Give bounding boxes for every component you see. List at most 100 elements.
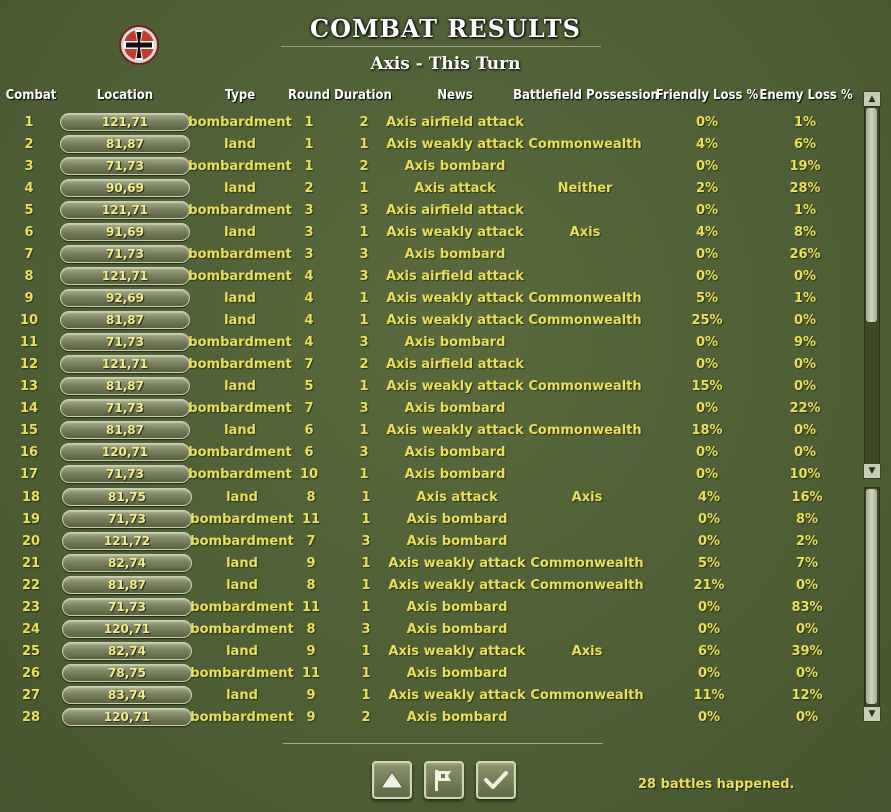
table-row[interactable]: 121,71 5 bombardment 3 3 Axis airfield attack… <box>0 200 860 222</box>
combat-type: land <box>226 490 258 505</box>
table-row[interactable]: 78,75 26 bombardment 11 1 Axis bombard 0% 0% <box>0 663 860 685</box>
combat-type: bombardment <box>188 269 292 284</box>
location-button[interactable]: 71,73 <box>60 399 190 417</box>
table-row[interactable]: 81,87 15 land 6 1 Axis weakly attack Commonwea… <box>0 420 860 442</box>
scroll-up-arrow-icon[interactable]: ▲ <box>863 91 881 107</box>
table-row[interactable]: 121,71 1 bombardment 1 2 Axis airfield attack… <box>0 112 860 134</box>
friendly-loss: 11% <box>693 688 725 703</box>
scroll-down-arrow-icon[interactable]: ▼ <box>863 463 881 479</box>
combat-round: 8 <box>306 578 316 593</box>
location-button[interactable]: 71,73 <box>60 245 190 263</box>
table-row[interactable]: 121,72 20 bombardment 7 3 Axis bombard 0% 2% <box>0 531 860 553</box>
location-button[interactable]: 121,71 <box>60 113 190 131</box>
table-row[interactable]: 121,71 12 bombardment 7 2 Axis airfield attac… <box>0 354 860 376</box>
table-row[interactable]: 81,75 18 land 8 1 Axis attack Axis 4% 16% <box>0 487 860 509</box>
table-row[interactable]: 82,74 25 land 9 1 Axis weakly attack Axis 6% 39% <box>0 641 860 663</box>
location-button[interactable]: 121,72 <box>62 532 192 550</box>
combat-round: 11 <box>301 600 321 615</box>
location-button[interactable]: 82,74 <box>62 642 192 660</box>
location-button[interactable]: 121,71 <box>60 267 190 285</box>
column-header-news[interactable]: News <box>437 88 473 103</box>
location-button[interactable]: 81,87 <box>62 576 192 594</box>
combat-news: Axis weakly attack <box>386 313 524 328</box>
table-row[interactable]: 71,73 23 bombardment 11 1 Axis bombard 0% 83% <box>0 597 860 619</box>
location-button[interactable]: 121,71 <box>60 201 190 219</box>
confirm-button[interactable] <box>476 761 516 799</box>
battlefield-possession: Axis <box>571 644 603 659</box>
location-button[interactable]: 81,75 <box>62 488 192 506</box>
table-row[interactable]: 120,71 24 bombardment 8 3 Axis bombard 0% 0% <box>0 619 860 641</box>
enemy-loss: 2% <box>795 534 819 549</box>
enemy-loss: 0% <box>793 445 817 460</box>
table-row[interactable]: 121,71 8 bombardment 4 3 Axis airfield attack… <box>0 266 860 288</box>
table-row[interactable]: 92,69 9 land 4 1 Axis weakly attack Commonweal… <box>0 288 860 310</box>
location-button[interactable]: 71,73 <box>62 510 192 528</box>
combat-type: bombardment <box>188 357 292 372</box>
combat-duration: 3 <box>359 335 369 350</box>
table-row[interactable]: 82,74 21 land 9 1 Axis weakly attack Commonwea… <box>0 553 860 575</box>
combat-news: Axis bombard <box>404 401 506 416</box>
battlefield-possession: Commonwealth <box>530 578 644 593</box>
column-header-duration[interactable]: Duration <box>334 88 392 103</box>
location-button[interactable]: 81,87 <box>60 421 190 439</box>
scroll-down-arrow-lower-icon[interactable]: ▼ <box>863 706 881 722</box>
column-header-friendly-loss[interactable]: Friendly Loss % <box>655 88 759 103</box>
column-header-round[interactable]: Round <box>287 88 331 103</box>
location-button[interactable]: 78,75 <box>62 664 192 682</box>
column-header-type[interactable]: Type <box>224 88 256 103</box>
enemy-loss: 0% <box>795 622 819 637</box>
column-header-location[interactable]: Location <box>96 88 154 103</box>
location-button[interactable]: 82,74 <box>62 554 192 572</box>
scroll-up-button[interactable] <box>372 761 412 799</box>
location-button[interactable]: 71,73 <box>60 465 190 483</box>
location-button[interactable]: 71,73 <box>62 598 192 616</box>
combat-duration: 1 <box>361 600 371 615</box>
table-row[interactable]: 81,87 13 land 5 1 Axis weakly attack Commonwea… <box>0 376 860 398</box>
location-button[interactable]: 81,87 <box>60 311 190 329</box>
location-button[interactable]: 81,87 <box>60 135 190 153</box>
table-row[interactable]: 71,73 17 bombardment 10 1 Axis bombard 0% 10% <box>0 464 860 486</box>
location-button[interactable]: 71,73 <box>60 157 190 175</box>
location-button[interactable]: 120,71 <box>62 708 192 726</box>
combat-type: bombardment <box>188 445 292 460</box>
enemy-loss: 26% <box>789 247 821 262</box>
combat-id: 10 <box>19 313 39 328</box>
column-header-enemy-loss[interactable]: Enemy Loss % <box>759 88 853 103</box>
table-row[interactable]: 90,69 4 land 2 1 Axis attack Neither 2% 28% <box>0 178 860 200</box>
table-row[interactable]: 120,71 28 bombardment 9 2 Axis bombard 0% 0% <box>0 707 860 729</box>
table-row[interactable]: 120,71 16 bombardment 6 3 Axis bombard 0% 0% <box>0 442 860 464</box>
combat-id: 16 <box>19 445 39 460</box>
location-button[interactable]: 92,69 <box>60 289 190 307</box>
location-button[interactable]: 91,69 <box>60 223 190 241</box>
table-row[interactable]: 81,87 22 land 8 1 Axis weakly attack Commonwea… <box>0 575 860 597</box>
friendly-loss: 0% <box>697 622 721 637</box>
table-row[interactable]: 71,73 19 bombardment 11 1 Axis bombard 0% 8% <box>0 509 860 531</box>
table-row[interactable]: 71,73 3 bombardment 1 2 Axis bombard 0% 19% <box>0 156 860 178</box>
scrollbar-thumb[interactable] <box>866 108 877 322</box>
combat-news: Axis airfield attack <box>386 269 524 284</box>
location-button[interactable]: 81,87 <box>60 377 190 395</box>
location-button[interactable]: 120,71 <box>60 443 190 461</box>
status-text: 28 battles happened. <box>638 777 795 792</box>
location-button[interactable]: 71,73 <box>60 333 190 351</box>
table-row[interactable]: 83,74 27 land 9 1 Axis weakly attack Commonwea… <box>0 685 860 707</box>
table-row[interactable]: 71,73 7 bombardment 3 3 Axis bombard 0% 26% <box>0 244 860 266</box>
friendly-loss: 0% <box>695 247 719 262</box>
table-row[interactable]: 81,87 10 land 4 1 Axis weakly attack Commonwea… <box>0 310 860 332</box>
table-row[interactable]: 81,87 2 land 1 1 Axis weakly attack Commonweal… <box>0 134 860 156</box>
flag-button[interactable] <box>424 761 464 799</box>
table-row[interactable]: 71,73 14 bombardment 7 3 Axis bombard 0% 22% <box>0 398 860 420</box>
combat-duration: 1 <box>361 556 371 571</box>
location-button[interactable]: 120,71 <box>62 620 192 638</box>
table-row[interactable]: 91,69 6 land 3 1 Axis weakly attack Axis 4% 8% <box>0 222 860 244</box>
location-button[interactable]: 83,74 <box>62 686 192 704</box>
scrollbar-thumb-lower[interactable] <box>866 489 877 704</box>
table-row[interactable]: 71,73 11 bombardment 4 3 Axis bombard 0% 9% <box>0 332 860 354</box>
column-header-combat[interactable]: Combat <box>5 88 57 103</box>
friendly-loss: 2% <box>695 181 719 196</box>
combat-duration: 1 <box>361 644 371 659</box>
location-button[interactable]: 121,71 <box>60 355 190 373</box>
combat-round: 9 <box>306 556 316 571</box>
location-button[interactable]: 90,69 <box>60 179 190 197</box>
column-header-possession[interactable]: Battlefield Possession <box>513 88 659 103</box>
